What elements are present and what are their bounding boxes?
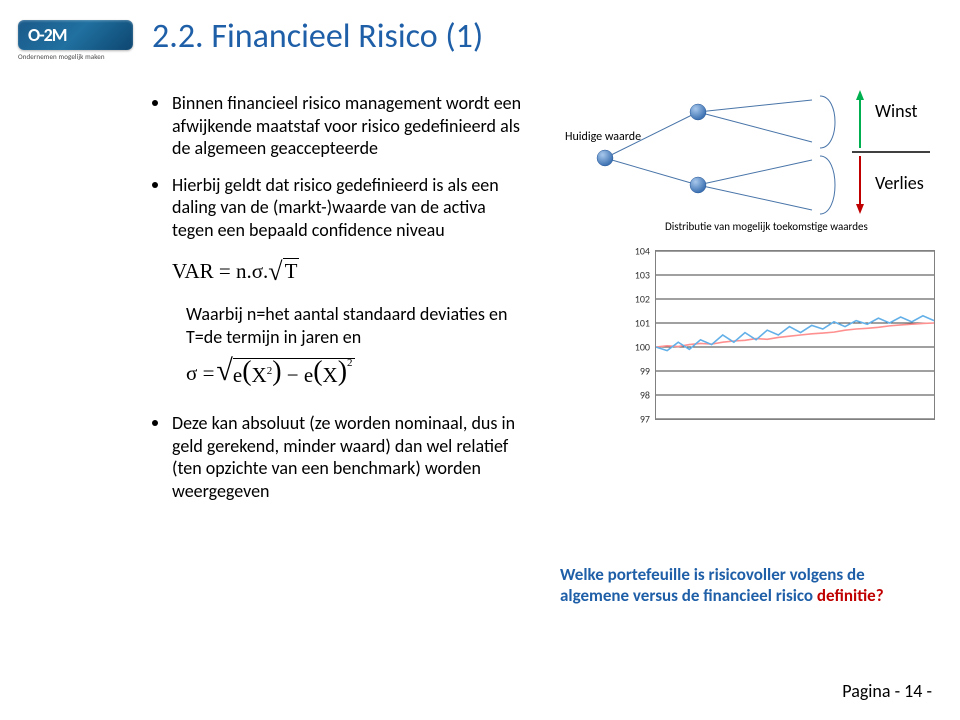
logo-text: O-2M — [28, 24, 67, 46]
bullet-text: Deze kan absoluut (ze worden nominaal, d… — [172, 412, 522, 502]
y-tick-label: 99 — [640, 365, 650, 378]
diagram-area: Huidige waarde Winst Verlies Distributie… — [540, 90, 940, 425]
y-tick-label: 103 — [635, 269, 650, 282]
formula-var: VAR = n.σ.√T — [172, 255, 522, 285]
y-tick-label: 97 — [640, 413, 650, 426]
bullet-dot-icon — [152, 100, 158, 106]
bullet-list: Binnen financieel risico management word… — [152, 92, 522, 516]
chart-svg — [656, 251, 934, 419]
caption: Welke portefeuille is risicovoller volge… — [560, 564, 930, 607]
formula-sigma-lhs: σ = — [186, 361, 214, 386]
sub-text: Waarbij n=het aantal standaard deviaties… — [186, 303, 522, 348]
bullet-item: Deze kan absoluut (ze worden nominaal, d… — [152, 412, 522, 502]
logo-badge: O-2M — [18, 20, 133, 50]
label-distrib: Distributie van mogelijk toekomstige waa… — [665, 220, 868, 233]
formula-var-prefix: VAR = n.σ. — [172, 259, 268, 283]
caption-red: definitie? — [817, 585, 884, 606]
formula-sigma: σ = √ e(X2) − e(X)2 — [186, 356, 522, 390]
formula-sigma-body: e(X2) − e(X)2 — [233, 358, 355, 388]
logo-tagline: Ondernemen mogelijk maken — [18, 52, 133, 61]
y-tick-label: 98 — [640, 389, 650, 402]
bullet-text: Hierbij geldt dat risico gedefinieerd is… — [172, 174, 522, 242]
label-huidige: Huidige waarde — [565, 130, 641, 144]
bullet-dot-icon — [152, 182, 158, 188]
y-tick-label: 102 — [635, 293, 650, 306]
page-number: Pagina - 14 - — [842, 680, 932, 702]
label-verlies: Verlies — [875, 172, 924, 194]
line-chart: 979899100101102103104 — [655, 250, 935, 420]
page-title: 2.2. Financieel Risico (1) — [152, 16, 483, 57]
bullet-text: Binnen financieel risico management word… — [172, 92, 522, 160]
y-tick-label: 104 — [635, 245, 650, 258]
formula-var-sqrt: T — [283, 258, 300, 283]
bullet-dot-icon — [152, 420, 158, 426]
bullet-item: Binnen financieel risico management word… — [152, 92, 522, 160]
y-tick-label: 100 — [635, 341, 650, 354]
y-tick-label: 101 — [635, 317, 650, 330]
label-winst: Winst — [875, 100, 917, 122]
logo: O-2M Ondernemen mogelijk maken — [18, 20, 133, 60]
formula-var-text: VAR = n.σ.√T — [172, 259, 299, 283]
bullet-item: Hierbij geldt dat risico gedefinieerd is… — [152, 174, 522, 242]
